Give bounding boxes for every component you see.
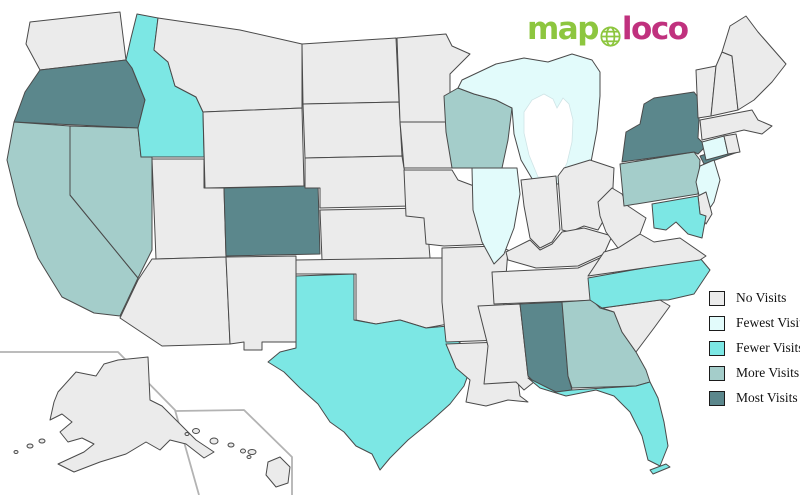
state-wyoming (202, 107, 305, 189)
state-kentucky (505, 227, 613, 269)
globe-icon (600, 22, 621, 47)
state-west-virginia (597, 187, 647, 249)
state-texas (267, 273, 473, 471)
state-florida (527, 377, 669, 467)
aleutian-island (26, 443, 34, 449)
state-south-carolina (601, 299, 671, 353)
hawaii-island (192, 428, 200, 434)
state-maryland (651, 195, 707, 239)
legend-label-fewer-visits: Fewer Visits (736, 340, 800, 355)
legend-label-most-visits: Most Visits (736, 390, 798, 405)
visits-legend: No Visits Fewest Visits Fewer Visits Mor… (709, 290, 800, 416)
hawaii-island (184, 432, 190, 436)
hawaii-island (227, 442, 235, 448)
maploco-logo[interactable]: map loco (527, 10, 689, 47)
state-north-carolina (587, 257, 711, 309)
hawaii-inset-border (175, 409, 293, 495)
legend-row-fewer-visits: Fewer Visits (709, 340, 800, 356)
state-new-mexico (225, 255, 297, 351)
state-virginia (587, 233, 707, 277)
state-indiana (520, 175, 561, 249)
state-rhode-island (723, 133, 741, 155)
legend-swatch-no-visits (709, 290, 725, 306)
state-south-dakota (302, 101, 403, 159)
legend-swatch-fewer-visits (709, 340, 725, 356)
hawaii-island (247, 449, 257, 455)
state-oregon (13, 59, 146, 129)
aleutian-island (38, 438, 46, 444)
legend-label-no-visits: No Visits (736, 290, 787, 305)
state-georgia (561, 299, 651, 389)
state-alaska (49, 356, 215, 473)
state-nebraska (304, 155, 413, 209)
legend-label-fewest-visits: Fewest Visits (736, 315, 800, 330)
logo-text-loco: loco (621, 10, 689, 47)
legend-swatch-most-visits (709, 390, 725, 406)
state-illinois (471, 167, 521, 265)
legend-label-more-visits: More Visits (736, 365, 800, 380)
state-north-dakota (301, 37, 400, 105)
legend-row-more-visits: More Visits (709, 365, 800, 381)
legend-row-no-visits: No Visits (709, 290, 800, 306)
legend-row-fewest-visits: Fewest Visits (709, 315, 800, 331)
hawaii-island (209, 437, 219, 445)
state-colorado (223, 183, 321, 257)
logo-text-map: map (527, 10, 599, 47)
aleutian-island (13, 450, 19, 454)
state-maine (721, 15, 787, 111)
legend-swatch-fewest-visits (709, 315, 725, 331)
hawaii-island (246, 455, 252, 459)
hawaii-big-island (265, 456, 291, 488)
hawaii-island (240, 448, 246, 454)
florida-keys (649, 463, 671, 475)
state-montana (153, 17, 303, 113)
legend-swatch-more-visits (709, 365, 725, 381)
michigan-lower-peninsula-cutout (523, 93, 574, 178)
state-massachusetts (699, 109, 773, 141)
legend-row-most-visits: Most Visits (709, 390, 800, 406)
